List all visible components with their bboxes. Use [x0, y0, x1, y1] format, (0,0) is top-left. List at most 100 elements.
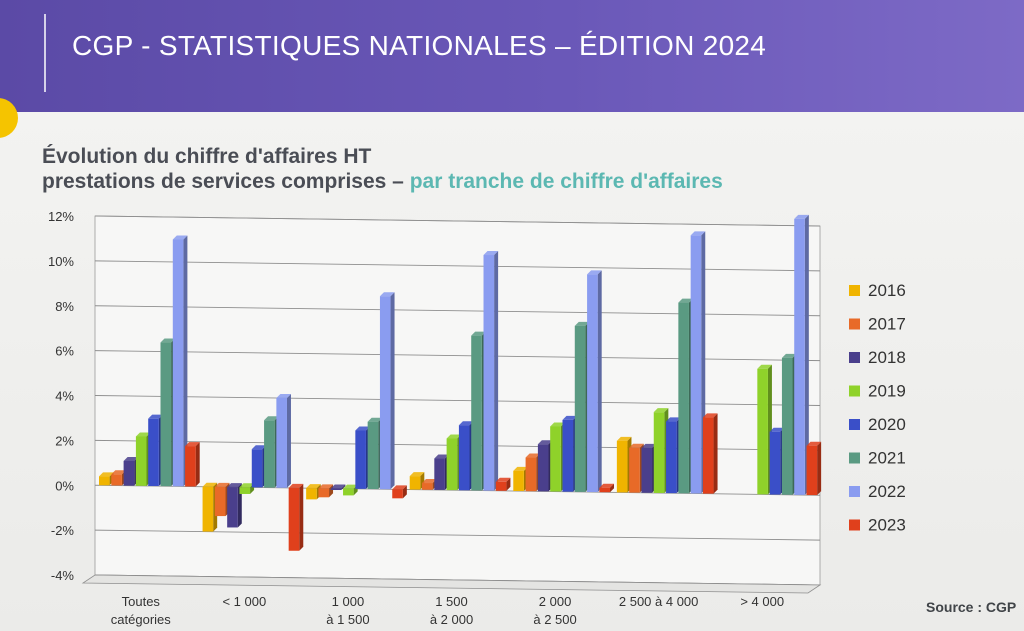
bar-top — [172, 235, 188, 240]
bar-front — [409, 476, 421, 490]
bar-front — [537, 444, 549, 492]
bar-top — [616, 436, 632, 441]
bar-front — [587, 274, 598, 493]
y-tick-label: 0% — [55, 478, 74, 493]
bar-top — [666, 417, 681, 422]
bar-front — [306, 488, 317, 500]
bar-front — [471, 335, 482, 491]
bar-2023 — [599, 483, 614, 493]
bar-side — [237, 483, 242, 528]
bar-side — [817, 441, 822, 496]
x-tick-label-line: 2 000 — [539, 594, 572, 609]
bar-side — [609, 483, 614, 493]
x-tick-label-line: catégories — [111, 612, 171, 627]
bar-2023 — [185, 442, 200, 487]
x-tick-label-line: Toutes — [122, 594, 161, 609]
bar-front — [599, 487, 610, 493]
x-tick-label-line: 1 000 — [332, 594, 365, 609]
x-tick-label: Toutes catégories — [111, 594, 171, 627]
bar-front — [111, 474, 122, 486]
bar-top — [123, 456, 139, 461]
bar-2023 — [392, 485, 407, 499]
y-tick-label: 8% — [55, 299, 74, 314]
bar-top — [781, 353, 797, 358]
bar-top — [806, 441, 822, 446]
bar-front — [434, 458, 445, 490]
bar-top — [227, 483, 242, 488]
bar-top — [367, 417, 383, 422]
bar-top — [653, 408, 669, 413]
bar-front — [757, 368, 768, 495]
y-tick-label: 10% — [48, 254, 74, 269]
bar-top — [434, 454, 449, 459]
bar-front — [641, 447, 653, 493]
x-tick-label: 1 000 à 1 500 — [326, 594, 369, 627]
bar-top — [135, 432, 151, 437]
legend-swatch-2022 — [849, 486, 860, 497]
bar-2022 — [172, 235, 188, 487]
legend-label-2021: 2021 — [868, 449, 906, 468]
bar-front — [227, 487, 238, 528]
bar-top — [148, 414, 163, 419]
y-tick-label: -4% — [51, 568, 75, 583]
bar-front — [446, 438, 458, 491]
bar-top — [562, 415, 578, 420]
heading-line-2-accent: par tranche de chiffre d'affaires — [409, 170, 723, 193]
x-tick-label-line: à 2 500 — [533, 612, 576, 627]
bar-2022 — [379, 292, 395, 490]
y-tick-label: 2% — [55, 433, 74, 448]
bar-front — [422, 483, 433, 490]
legend-swatch-2020 — [849, 419, 860, 430]
legend-label-2022: 2022 — [868, 482, 906, 501]
bar-side — [286, 394, 291, 488]
bar-front — [318, 488, 330, 498]
bar-side — [597, 270, 602, 493]
legend-label-2020: 2020 — [868, 415, 906, 434]
bar-side — [390, 292, 395, 490]
bar-front — [678, 302, 689, 494]
bar-front — [264, 420, 275, 488]
bar-top — [629, 443, 644, 448]
bar-top — [355, 426, 370, 431]
bar-side — [402, 485, 407, 499]
x-tick-label-line: 1 500 — [435, 594, 468, 609]
bar-top — [306, 484, 321, 489]
gridline — [94, 215, 821, 227]
bar-front — [330, 488, 342, 491]
bar-top — [288, 483, 304, 488]
bar-front — [702, 417, 714, 494]
bar-2023 — [702, 413, 718, 494]
bar-front — [148, 418, 159, 486]
bar-front — [769, 431, 781, 495]
bar-side — [804, 214, 809, 495]
x-tick-label-line: > 4 000 — [740, 594, 784, 609]
bar-top — [794, 214, 809, 219]
title-banner: CGP - STATISTIQUES NATIONALES – ÉDITION … — [0, 0, 1024, 112]
y-tick-label: 6% — [55, 344, 74, 359]
bar-2022 — [276, 394, 291, 488]
bar-top — [513, 466, 528, 471]
bar-2022 — [794, 214, 809, 495]
bar-front — [458, 425, 470, 491]
bar-front — [616, 440, 628, 493]
bar-front — [251, 449, 263, 488]
legend-swatch-2019 — [849, 385, 860, 397]
bar-top — [757, 364, 772, 369]
bar-front — [794, 218, 805, 495]
bar-front — [160, 342, 172, 487]
x-tick-label: < 1 000 — [222, 594, 266, 609]
bar-top — [550, 422, 565, 427]
bar-top — [641, 443, 657, 448]
bar-top — [392, 485, 407, 490]
bar-front — [276, 398, 287, 488]
bar-side — [183, 235, 188, 487]
bar-2023 — [495, 477, 511, 491]
bar-2018 — [330, 484, 346, 491]
bar-front — [574, 325, 586, 492]
legend-label-2017: 2017 — [868, 315, 906, 334]
bar-side — [299, 483, 304, 551]
bar-front — [288, 487, 300, 551]
bar-top — [409, 472, 425, 477]
bar-side — [341, 484, 346, 491]
bar-front — [135, 436, 147, 486]
